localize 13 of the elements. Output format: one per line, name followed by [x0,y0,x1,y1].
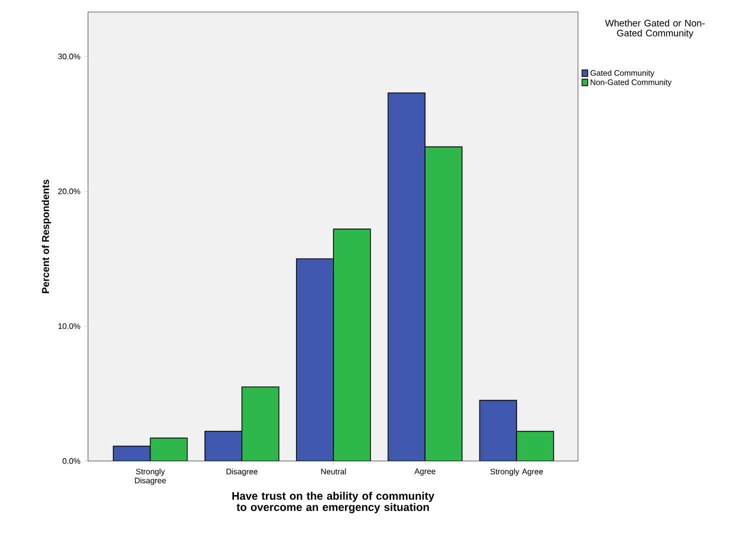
bar [113,446,150,461]
bar [388,92,426,461]
bar [479,400,518,461]
bar [296,258,334,461]
bar [333,229,370,461]
x-axis-title: Have trust on the ability of community to overcome an emergency situation [232,492,434,514]
bar [425,146,462,461]
bar [242,386,279,461]
bar [516,430,554,461]
bar [204,431,242,461]
legend-title: Whether Gated or Non-Gated Community [605,20,705,38]
y-axis-title: Percent of Respondents [42,180,52,294]
bar [150,438,188,461]
